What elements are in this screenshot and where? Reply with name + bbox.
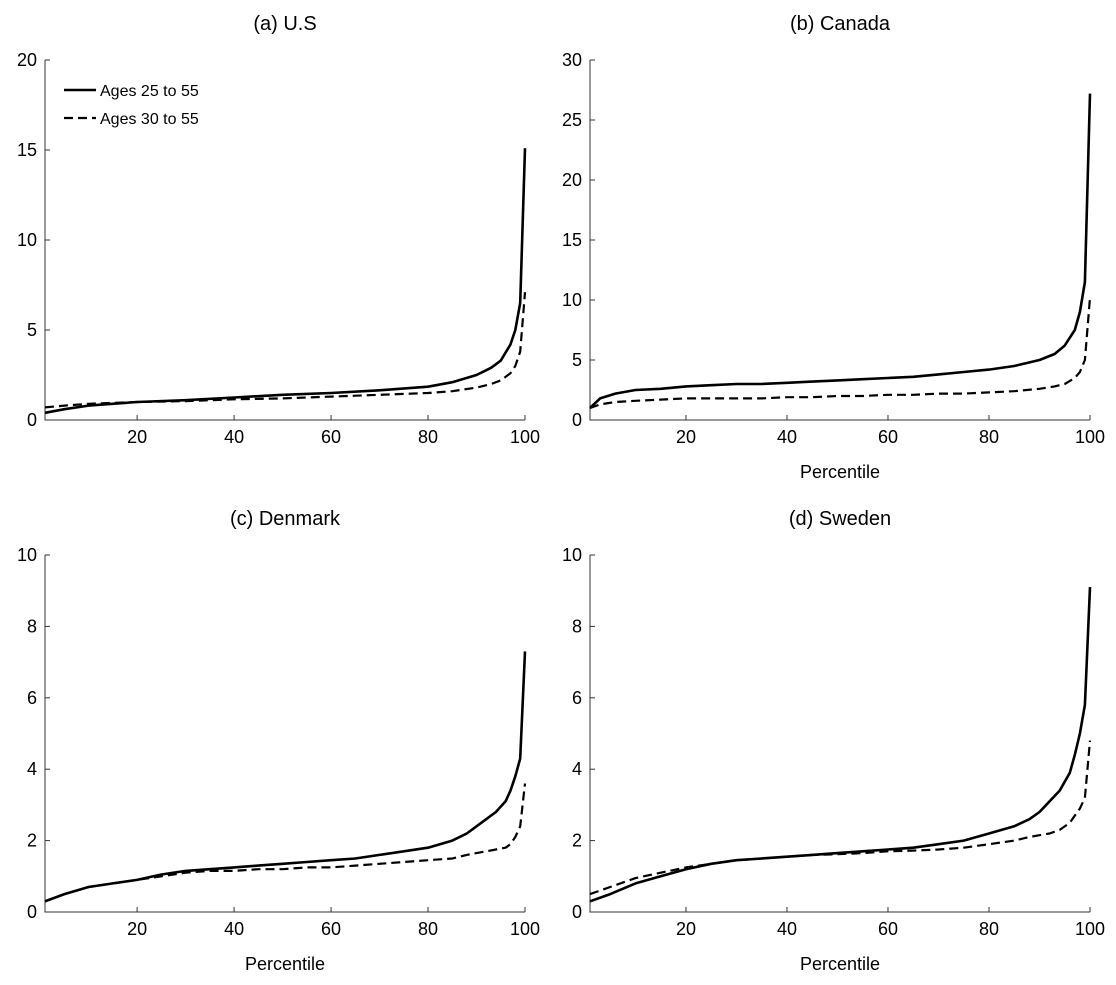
legend-label: Ages 30 to 55: [100, 111, 199, 128]
panel-us: (a) U.S 0 5 10 15 20 20 40 60 80 100: [17, 13, 540, 447]
y-tick-label: 4: [572, 759, 582, 779]
series-line-ages-25-to-55: [44, 148, 527, 415]
panel-title: (d) Sweden: [789, 508, 891, 530]
series-line-ages-30-to-55: [589, 740, 1092, 896]
series-line-ages-25-to-55: [589, 587, 1092, 903]
panel-canada: (b) Canada 0 5 10 15 20 25 30 20 40 60 80 100 Percent…: [562, 13, 1105, 482]
panel-denmark: (c) Denmark 0 2 4 6 8 10 20 40 60 80 100 Percentile: [17, 508, 540, 974]
x-tick-label: 20: [676, 427, 696, 447]
series-line-ages-30-to-55: [44, 783, 527, 903]
y-tick-label: 0: [572, 410, 582, 430]
axis-lines: [589, 555, 1090, 913]
x-axis-label: Percentile: [245, 954, 325, 974]
x-tick-label: 60: [878, 427, 898, 447]
x-tick-label: 40: [224, 427, 244, 447]
panel-title: (c) Denmark: [230, 508, 341, 530]
x-tick-label: 80: [979, 919, 999, 939]
y-tick-label: 10: [562, 290, 582, 310]
y-tick-label: 10: [17, 230, 37, 250]
x-tick-label: 20: [127, 919, 147, 939]
series-line-ages-25-to-55: [44, 651, 527, 903]
y-tick-label: 10: [562, 545, 582, 565]
x-tick-label: 40: [777, 427, 797, 447]
x-axis-label: Percentile: [800, 954, 880, 974]
y-tick-label: 5: [572, 350, 582, 370]
y-tick-label: 4: [27, 759, 37, 779]
x-tick-label: 80: [979, 427, 999, 447]
x-tick-label: 100: [510, 919, 540, 939]
series-line-ages-25-to-55: [589, 93, 1092, 409]
y-tick-label: 2: [27, 831, 37, 851]
y-tick-label: 8: [27, 616, 37, 636]
y-tick-label: 20: [17, 50, 37, 70]
y-tick-label: 30: [562, 50, 582, 70]
y-tick-label: 25: [562, 110, 582, 130]
x-tick-label: 60: [321, 427, 341, 447]
y-tick-label: 0: [572, 902, 582, 922]
y-tick-label: 6: [572, 688, 582, 708]
y-tick-label: 6: [27, 688, 37, 708]
y-tick-label: 15: [562, 230, 582, 250]
x-tick-label: 100: [1075, 427, 1105, 447]
x-tick-label: 80: [418, 427, 438, 447]
y-tick-label: 8: [572, 616, 582, 636]
y-tick-label: 5: [27, 320, 37, 340]
y-tick-label: 15: [17, 140, 37, 160]
y-tick-label: 10: [17, 545, 37, 565]
x-tick-label: 20: [127, 427, 147, 447]
y-tick-label: 20: [562, 170, 582, 190]
legend-label: Ages 25 to 55: [100, 83, 199, 100]
series-line-ages-30-to-55: [44, 292, 527, 409]
panel-title: (b) Canada: [790, 13, 891, 35]
panel-sweden: (d) Sweden 0 2 4 6 8 10 20 40 60 80 100 Percentile: [562, 508, 1105, 974]
x-tick-label: 60: [321, 919, 341, 939]
x-tick-label: 100: [1075, 919, 1105, 939]
x-tick-label: 100: [510, 427, 540, 447]
x-tick-label: 40: [777, 919, 797, 939]
panel-title: (a) U.S: [253, 13, 316, 35]
x-tick-label: 20: [676, 919, 696, 939]
y-tick-label: 2: [572, 831, 582, 851]
x-axis-label: Percentile: [800, 462, 880, 482]
legend: Ages 25 to 55 Ages 30 to 55: [64, 83, 199, 128]
y-tick-label: 0: [27, 410, 37, 430]
series-line-ages-30-to-55: [589, 297, 1092, 410]
x-tick-label: 40: [224, 919, 244, 939]
x-tick-label: 80: [418, 919, 438, 939]
y-tick-label: 0: [27, 902, 37, 922]
x-tick-label: 60: [878, 919, 898, 939]
